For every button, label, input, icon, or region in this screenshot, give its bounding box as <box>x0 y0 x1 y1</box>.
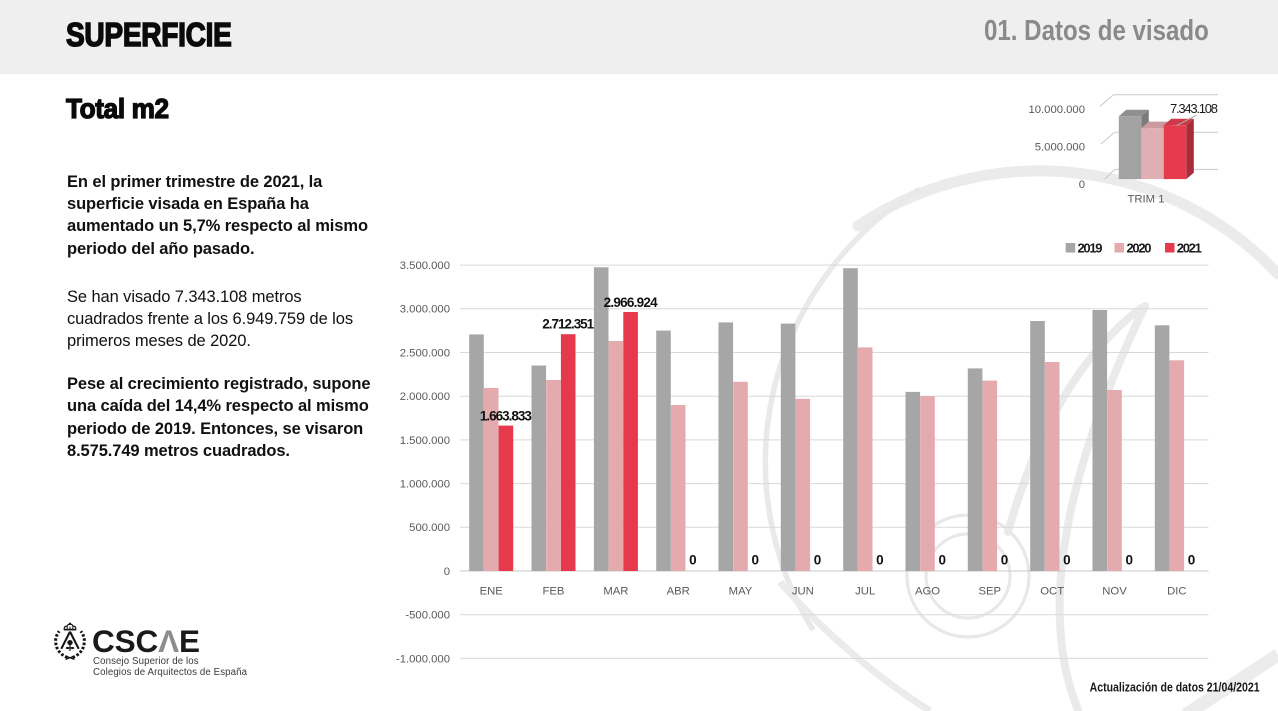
svg-text:2020: 2020 <box>1127 240 1152 255</box>
svg-text:MAR: MAR <box>603 586 628 598</box>
svg-text:2.000.000: 2.000.000 <box>400 391 450 403</box>
svg-text:2.712.351: 2.712.351 <box>542 317 594 332</box>
svg-text:DIC: DIC <box>1167 586 1186 598</box>
svg-text:0: 0 <box>814 553 822 568</box>
svg-text:3.500.000: 3.500.000 <box>400 260 450 272</box>
svg-text:ENE: ENE <box>480 586 504 598</box>
svg-text:JUN: JUN <box>792 586 814 598</box>
svg-text:AGO: AGO <box>915 586 940 598</box>
svg-text:1.000.000: 1.000.000 <box>400 479 450 491</box>
svg-text:0: 0 <box>1125 553 1133 568</box>
svg-text:2019: 2019 <box>1078 240 1103 255</box>
svg-text:0: 0 <box>938 553 946 568</box>
svg-text:Actualización de datos 21/04/2: Actualización de datos 21/04/2021 <box>1090 680 1260 695</box>
svg-text:2021: 2021 <box>1177 240 1202 255</box>
svg-text:0: 0 <box>444 566 450 578</box>
svg-text:NOV: NOV <box>1102 586 1127 598</box>
svg-text:0: 0 <box>1079 179 1085 191</box>
svg-text:0: 0 <box>689 553 697 568</box>
svg-text:500.000: 500.000 <box>409 522 450 534</box>
svg-text:1.663.833: 1.663.833 <box>480 409 532 424</box>
svg-text:OCT: OCT <box>1040 586 1064 598</box>
svg-text:0: 0 <box>876 553 884 568</box>
svg-text:2.966.924: 2.966.924 <box>604 295 658 310</box>
svg-text:1.500.000: 1.500.000 <box>400 435 450 447</box>
svg-text:10.000.000: 10.000.000 <box>1028 104 1085 116</box>
svg-text:MAY: MAY <box>729 586 753 598</box>
svg-text:-1.000.000: -1.000.000 <box>396 653 450 665</box>
svg-text:SEP: SEP <box>978 586 1001 598</box>
svg-text:0: 0 <box>1001 553 1009 568</box>
svg-text:2.500.000: 2.500.000 <box>400 347 450 359</box>
svg-text:7.343.108: 7.343.108 <box>1170 101 1218 116</box>
svg-text:0: 0 <box>1188 553 1196 568</box>
svg-text:-500.000: -500.000 <box>405 610 450 622</box>
svg-text:JUL: JUL <box>855 586 875 598</box>
svg-text:FEB: FEB <box>543 586 565 598</box>
svg-text:TRIM 1: TRIM 1 <box>1127 194 1164 206</box>
svg-text:ABR: ABR <box>667 586 690 598</box>
svg-text:3.000.000: 3.000.000 <box>400 304 450 316</box>
svg-text:0: 0 <box>751 553 759 568</box>
svg-text:0: 0 <box>1063 553 1071 568</box>
svg-text:5.000.000: 5.000.000 <box>1035 142 1085 154</box>
